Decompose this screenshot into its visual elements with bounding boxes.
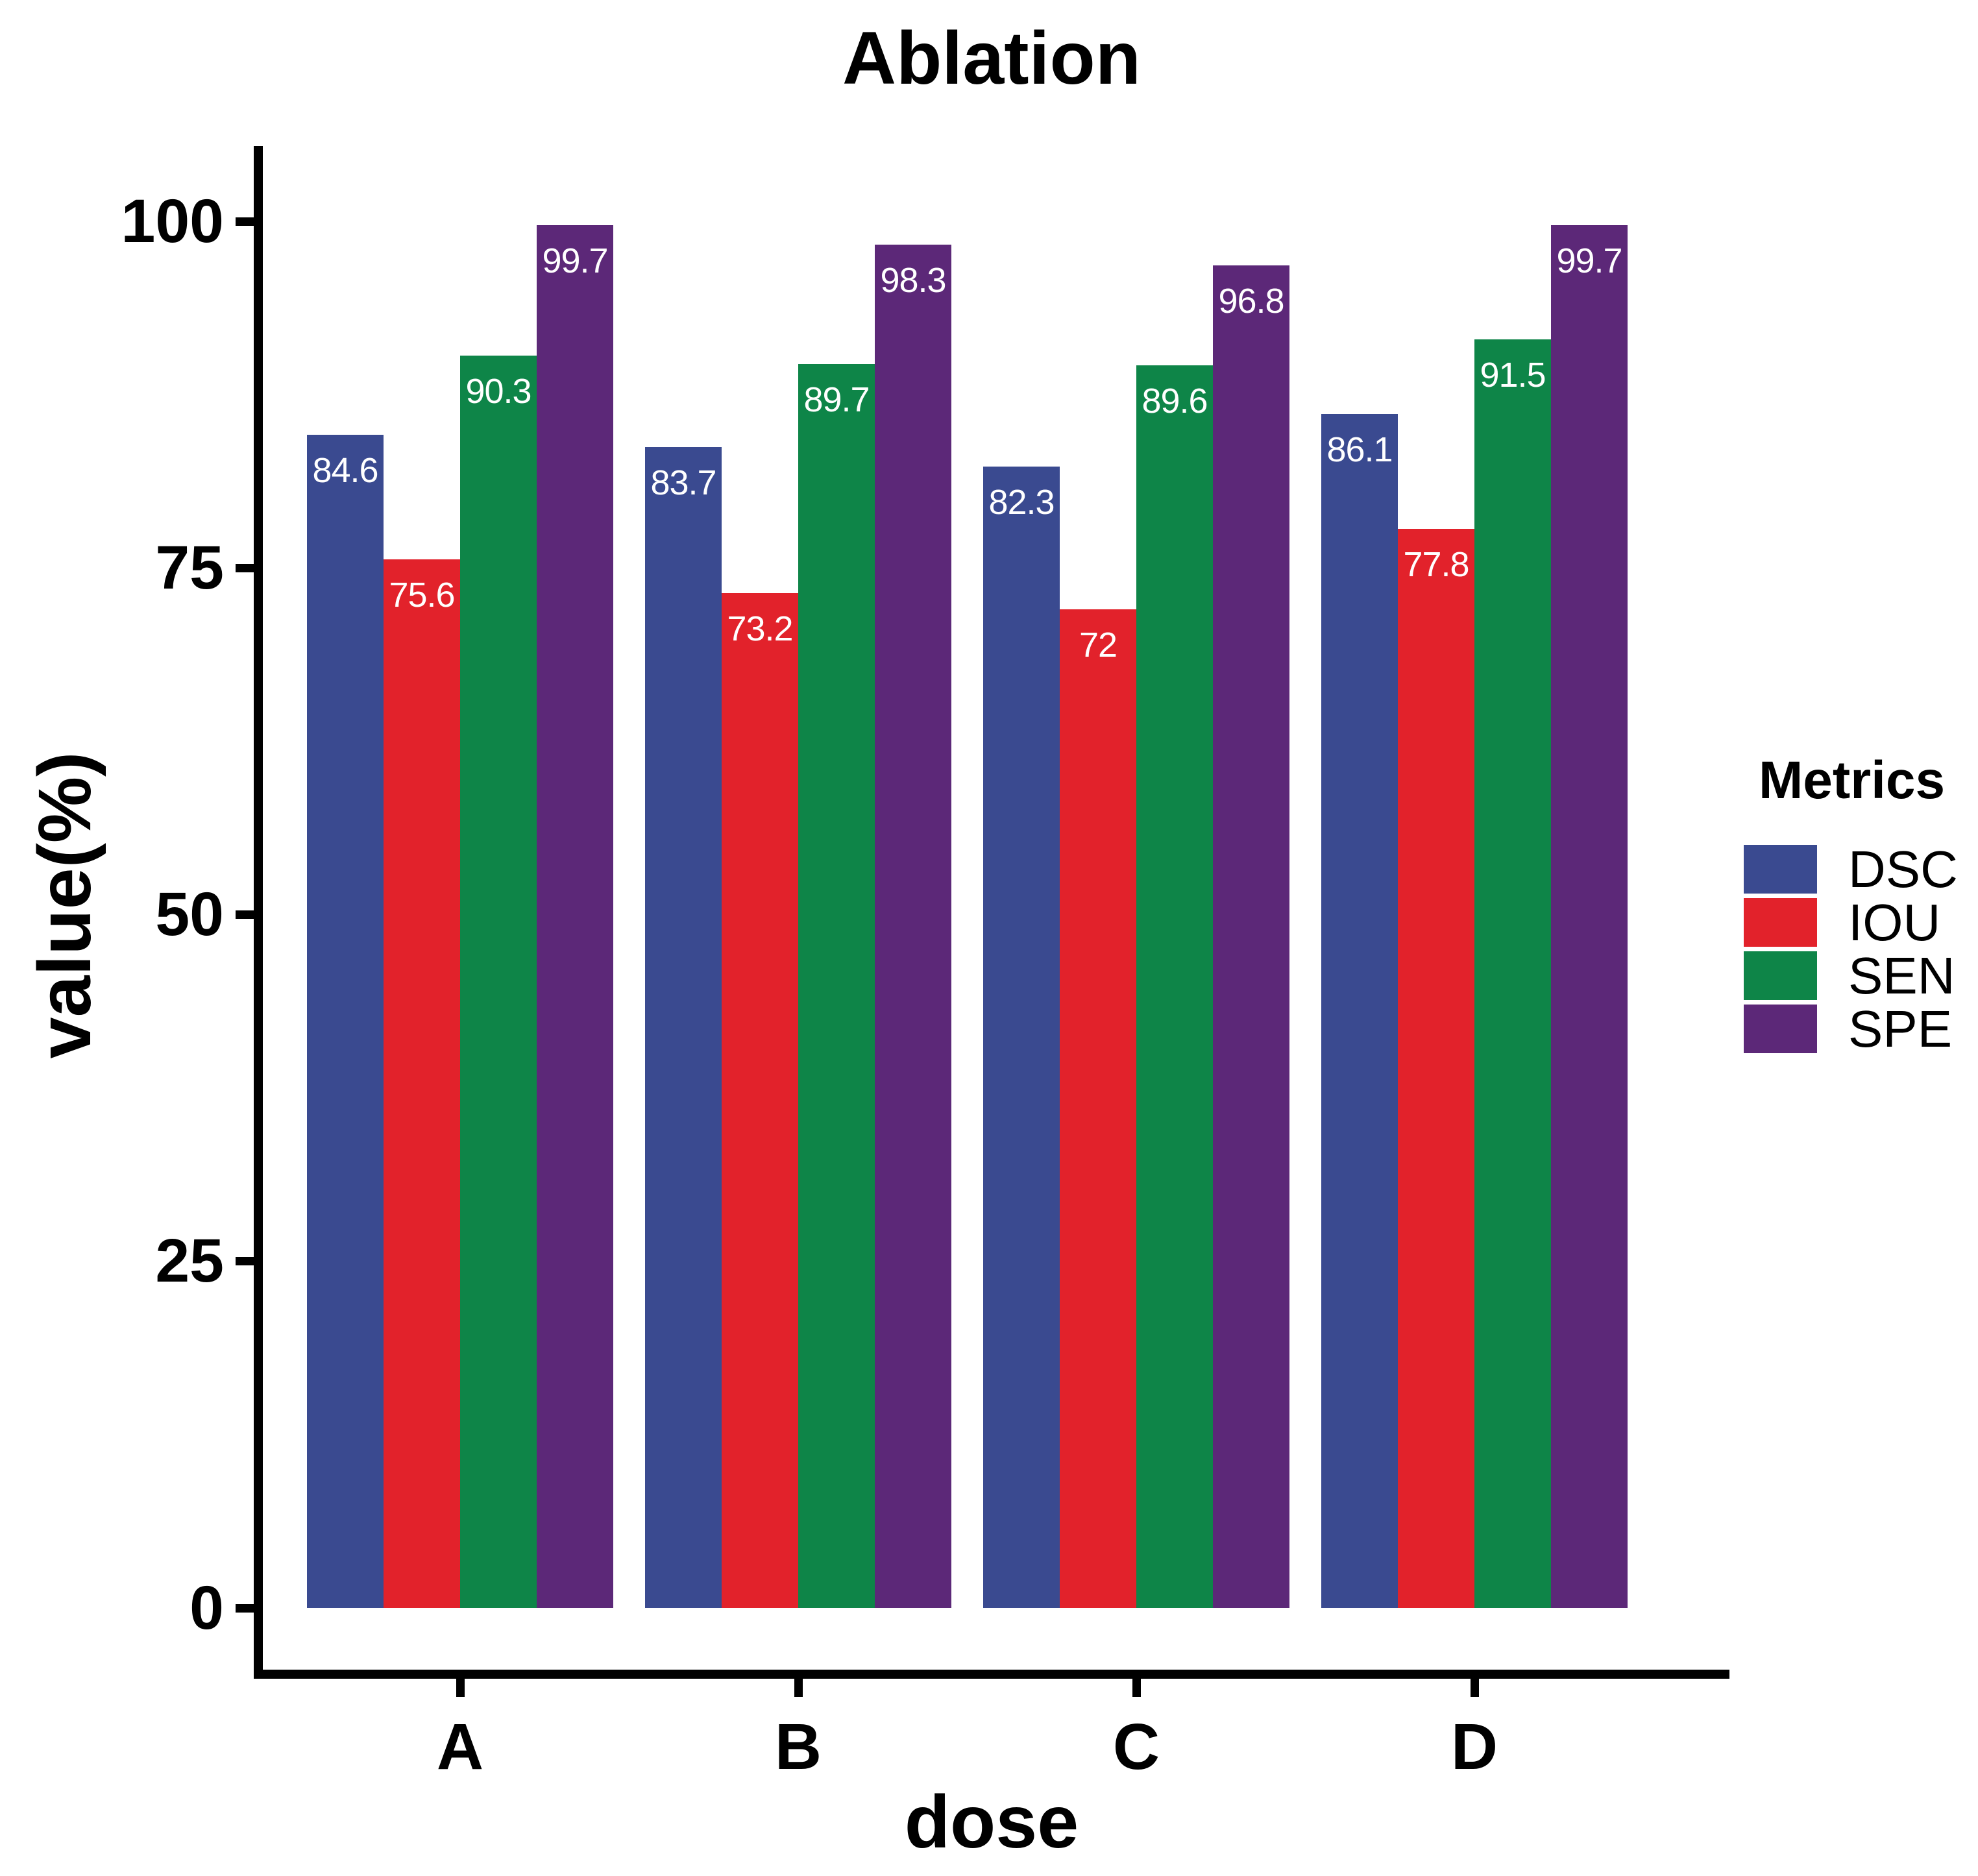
legend-title: Metrics — [1759, 751, 1946, 810]
legend-swatch-IOU — [1744, 898, 1817, 947]
x-tick-label: D — [1450, 1711, 1498, 1783]
bar-SEN-C — [1136, 365, 1213, 1608]
bar-DSC-A — [307, 435, 384, 1608]
legend: Metrics DSC IOU SEN SPE — [1744, 749, 1958, 1058]
x-tick-label: B — [774, 1711, 822, 1783]
legend-item-DSC: DSC — [1744, 840, 1958, 898]
bar-value-label: 77.8 — [1403, 545, 1469, 585]
y-tick-label: 100 — [121, 186, 224, 256]
y-tick — [236, 1603, 254, 1613]
bar-value-label: 99.7 — [542, 241, 608, 281]
y-tick-label: 50 — [155, 880, 224, 949]
legend-items: DSC IOU SEN SPE — [1744, 840, 1958, 1058]
bar-value-label: 84.6 — [312, 451, 378, 491]
bar-SPE-D — [1551, 225, 1628, 1608]
bar-value-label: 91.5 — [1480, 355, 1546, 395]
bar-value-label: 75.6 — [389, 576, 455, 615]
bar-DSC-B — [645, 447, 722, 1608]
bar-SPE-B — [875, 245, 951, 1608]
x-tick — [794, 1679, 803, 1697]
x-axis-title: dose — [904, 1781, 1079, 1864]
bar-SPE-C — [1213, 265, 1289, 1608]
bar-IOU-D — [1398, 529, 1474, 1608]
chart-title: Ablation — [842, 17, 1141, 100]
bar-value-label: 96.8 — [1218, 282, 1284, 321]
y-tick-label: 25 — [155, 1226, 224, 1296]
x-tick — [456, 1679, 465, 1697]
legend-swatch-SPE — [1744, 1005, 1817, 1053]
bar-SEN-B — [798, 364, 875, 1608]
bar-value-label: 82.3 — [988, 483, 1055, 522]
legend-swatch-DSC — [1744, 845, 1817, 894]
y-tick — [236, 563, 254, 572]
legend-item-label: SEN — [1848, 947, 1955, 1005]
bar-value-label: 73.2 — [727, 609, 793, 648]
x-tick-label: A — [436, 1711, 484, 1783]
y-tick — [236, 910, 254, 919]
legend-swatch-SEN — [1744, 951, 1817, 1000]
legend-item-label: IOU — [1848, 894, 1941, 951]
bar-value-label: 86.1 — [1326, 430, 1393, 469]
legend-item-SEN: SEN — [1744, 947, 1958, 1005]
y-tick-label: 75 — [155, 533, 224, 602]
bar-value-label: 72 — [1079, 626, 1117, 665]
bar-DSC-C — [983, 467, 1060, 1608]
bar-value-label: 83.7 — [650, 463, 716, 503]
y-axis-line — [254, 146, 263, 1679]
legend-item-label: DSC — [1848, 840, 1958, 898]
x-tick-label: C — [1112, 1711, 1160, 1783]
bar-IOU-A — [384, 559, 460, 1608]
y-tick — [236, 217, 254, 226]
x-tick — [1132, 1679, 1141, 1697]
bar-value-label: 89.7 — [803, 380, 870, 420]
bar-SPE-A — [537, 225, 613, 1608]
legend-item-label: SPE — [1848, 1000, 1953, 1058]
y-tick — [236, 1257, 254, 1266]
bar-IOU-C — [1060, 609, 1136, 1608]
bar-IOU-B — [722, 592, 798, 1608]
y-tick-label: 0 — [189, 1573, 224, 1642]
bar-value-label: 90.3 — [465, 372, 531, 411]
legend-item-SPE: SPE — [1744, 1000, 1958, 1058]
bar-SEN-D — [1474, 339, 1551, 1608]
legend-item-IOU: IOU — [1744, 894, 1958, 951]
x-axis-line — [254, 1670, 1729, 1679]
bar-SEN-A — [460, 356, 537, 1608]
bar-value-label: 89.6 — [1142, 382, 1208, 421]
x-tick — [1470, 1679, 1479, 1697]
bar-DSC-D — [1321, 414, 1398, 1608]
bar-value-label: 99.7 — [1556, 241, 1622, 281]
bar-value-label: 98.3 — [880, 261, 946, 300]
